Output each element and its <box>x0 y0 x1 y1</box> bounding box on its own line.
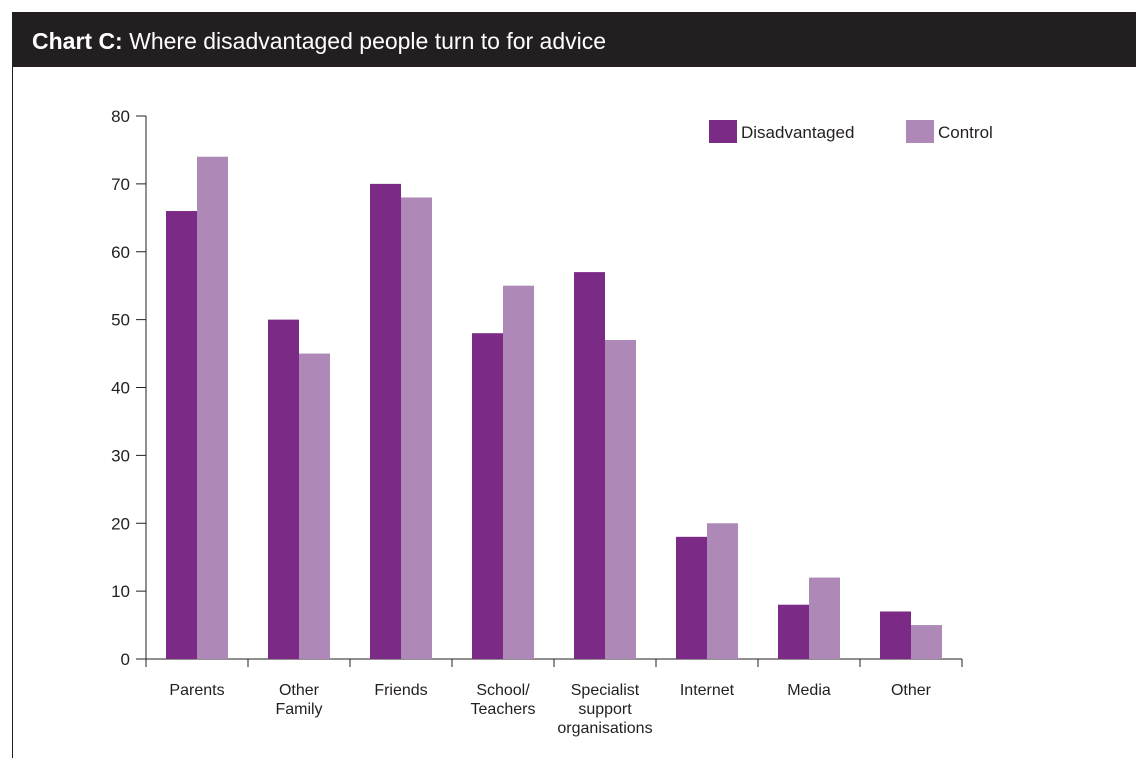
legend-swatch-control <box>906 120 934 143</box>
bar-disadvantaged <box>268 319 299 659</box>
bar-control <box>707 523 738 659</box>
legend: Disadvantaged Control <box>709 120 993 143</box>
y-tick-label: 80 <box>111 107 130 126</box>
bar-control <box>503 285 534 659</box>
chart-title-text: Where disadvantaged people turn to for a… <box>129 28 607 54</box>
x-tick-label: Parents <box>169 682 224 699</box>
title-bar: Chart C: Where disadvantaged people turn… <box>0 0 1136 67</box>
x-tick-label: School/Teachers <box>471 682 536 718</box>
bar-disadvantaged <box>880 611 911 659</box>
bar-disadvantaged <box>370 183 401 659</box>
x-tick-label: Media <box>787 682 831 699</box>
y-axis: 0 10 20 30 40 50 60 70 80 <box>111 107 147 669</box>
legend-label-control: Control <box>938 123 993 142</box>
chart-title: Chart C: Where disadvantaged people turn… <box>12 12 1136 67</box>
bar-disadvantaged <box>472 333 503 659</box>
y-tick-label: 0 <box>121 650 130 669</box>
y-tick-label: 10 <box>111 582 130 601</box>
x-axis: Parents Other Family Friends School/Teachers… <box>145 658 963 737</box>
chart-title-label: Chart C: <box>32 28 123 54</box>
y-tick-label: 20 <box>111 514 130 533</box>
y-tick-label: 50 <box>111 311 130 330</box>
bar-control <box>911 625 942 659</box>
legend-swatch-disadvantaged <box>709 120 737 143</box>
bar-control <box>299 353 330 659</box>
bar-control <box>401 197 432 659</box>
x-tick-label: Specialist support organisations <box>557 682 652 737</box>
x-tick-label: Other <box>891 682 932 699</box>
frame-left-border <box>12 67 13 758</box>
x-tick-label: Other Family <box>275 682 322 718</box>
bar-disadvantaged <box>574 272 605 659</box>
bar-control <box>605 339 636 659</box>
bar-disadvantaged <box>676 536 707 659</box>
y-tick-label: 60 <box>111 243 130 262</box>
bar-control <box>809 577 840 659</box>
y-tick-label: 30 <box>111 446 130 465</box>
bar-disadvantaged <box>166 211 197 659</box>
y-tick-label: 70 <box>111 175 130 194</box>
x-tick-label: Friends <box>374 682 427 699</box>
y-tick-label: 40 <box>111 379 130 398</box>
bar-disadvantaged <box>778 604 809 659</box>
bars <box>166 156 942 659</box>
x-tick-label: Internet <box>680 682 735 699</box>
legend-label-disadvantaged: Disadvantaged <box>741 123 854 142</box>
bar-control <box>197 156 228 659</box>
